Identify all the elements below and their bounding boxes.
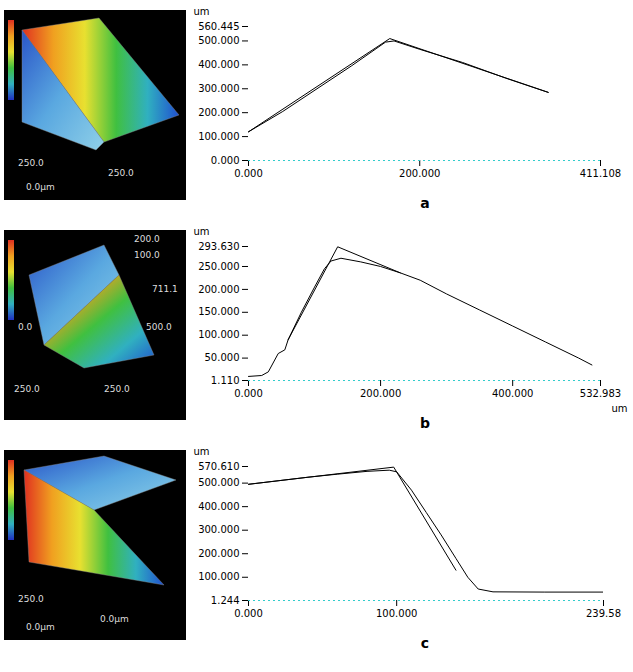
svg-text:um: um — [194, 6, 210, 17]
svg-text:400.000: 400.000 — [492, 388, 533, 399]
svg-text:1.244: 1.244 — [211, 595, 240, 606]
svg-text:250.0: 250.0 — [14, 384, 40, 394]
svg-text:um: um — [194, 446, 210, 457]
svg-text:560.445: 560.445 — [198, 21, 239, 32]
svg-text:0.000: 0.000 — [234, 388, 263, 399]
svg-text:200.0: 200.0 — [134, 234, 160, 244]
svg-text:0.0: 0.0 — [18, 322, 33, 332]
svg-text:200.000: 200.000 — [198, 107, 239, 118]
html-text:b: b — [420, 415, 430, 431]
svg-text:0.0μm: 0.0μm — [100, 614, 129, 624]
svg-text:250.0: 250.0 — [104, 384, 130, 394]
svg-text:0.000: 0.000 — [234, 168, 263, 179]
html-text:c: c — [420, 635, 430, 651]
svg-text:100.000: 100.000 — [198, 329, 239, 340]
svg-text:400.000: 400.000 — [198, 59, 239, 70]
svg-text:200.000: 200.000 — [360, 388, 401, 399]
svg-text:200.000: 200.000 — [198, 284, 239, 295]
svg-text:411.108: 411.108 — [580, 168, 621, 179]
svg-text:150.000: 150.000 — [198, 306, 239, 317]
svg-text:1.110: 1.110 — [211, 375, 240, 386]
svg-text:0.000: 0.000 — [234, 608, 263, 619]
svg-text:0.0μm: 0.0μm — [26, 182, 55, 192]
svg-text:300.000: 300.000 — [198, 524, 239, 535]
svg-text:250.000: 250.000 — [198, 261, 239, 272]
svg-text:100.000: 100.000 — [198, 131, 239, 142]
svg-text:239.58: 239.58 — [586, 608, 621, 619]
svg-text:500.000: 500.000 — [198, 477, 239, 488]
svg-text:100.0: 100.0 — [134, 250, 160, 260]
svg-text:500.000: 500.000 — [198, 35, 239, 46]
svg-text:711.1: 711.1 — [152, 284, 178, 294]
svg-text:500.0: 500.0 — [146, 322, 172, 332]
svg-text:400.000: 400.000 — [198, 501, 239, 512]
svg-text:200.000: 200.000 — [198, 548, 239, 559]
svg-text:0.000: 0.000 — [211, 155, 240, 166]
svg-text:um: um — [611, 403, 627, 414]
svg-text:200.000: 200.000 — [399, 168, 440, 179]
svg-text:570.610: 570.610 — [198, 461, 239, 472]
svg-text:0.0μm: 0.0μm — [26, 622, 55, 632]
svg-text:250.0: 250.0 — [108, 168, 134, 178]
svg-text:um: um — [194, 226, 210, 237]
svg-text:100.000: 100.000 — [376, 608, 417, 619]
html-text:a: a — [420, 195, 430, 211]
svg-text:50.000: 50.000 — [205, 352, 240, 363]
svg-text:250.0: 250.0 — [18, 158, 44, 168]
svg-text:100.000: 100.000 — [198, 571, 239, 582]
svg-text:250.0: 250.0 — [18, 594, 44, 604]
svg-text:300.000: 300.000 — [198, 83, 239, 94]
svg-text:293.630: 293.630 — [198, 241, 239, 252]
svg-text:532.983: 532.983 — [580, 388, 621, 399]
